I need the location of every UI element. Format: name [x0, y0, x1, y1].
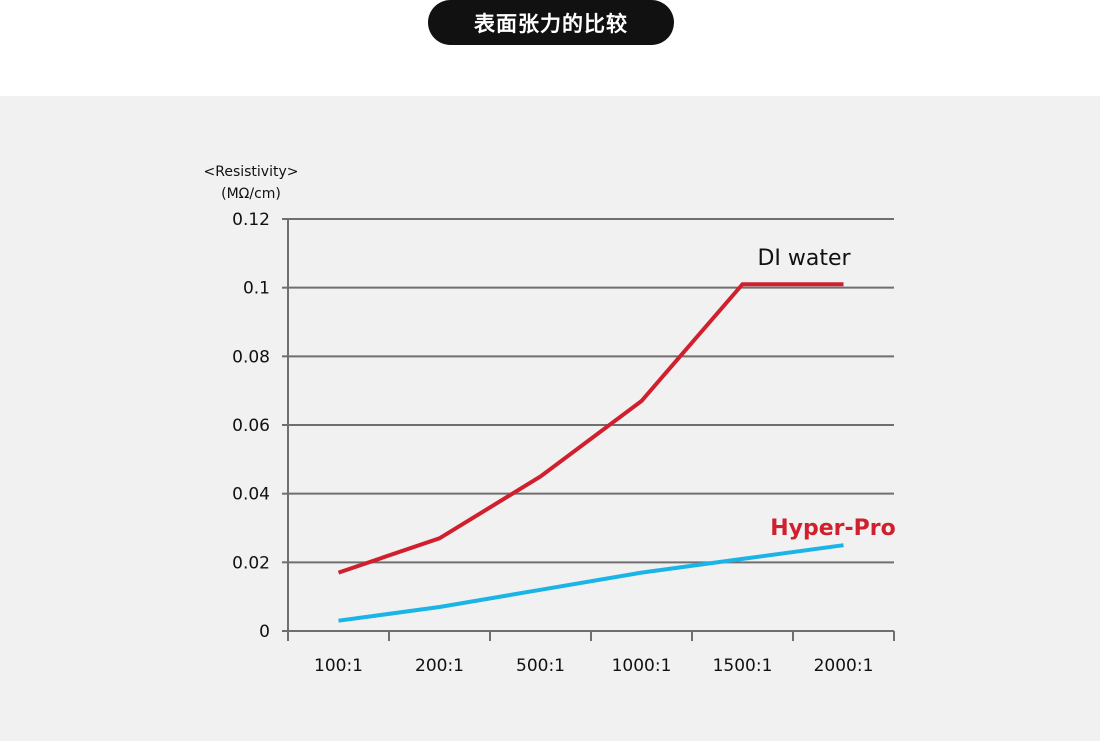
- x-tick-label: 500:1: [516, 656, 565, 676]
- x-tick-label: 100:1: [314, 656, 363, 676]
- series-line-di-water: [337, 282, 844, 575]
- chart-panel: [0, 96, 1100, 741]
- y-tick-labels: 0 0.02 0.04 0.06 0.08 0.1 0.12: [232, 210, 270, 642]
- y-tick-label: 0.06: [232, 416, 270, 436]
- y-tick-label: 0.02: [232, 553, 270, 573]
- y-axis-title-line1: <Resistivity>: [204, 164, 299, 180]
- series-label-hyper-pro: Hyper-Pro: [770, 516, 896, 541]
- x-tick-labels: 100:1 200:1 500:1 1000:1 1500:1 2000:1: [314, 656, 873, 676]
- axes: [282, 218, 895, 641]
- y-axis-title-line2: (MΩ/cm): [221, 186, 281, 202]
- series-lines: [337, 282, 844, 623]
- y-tick-label: 0.08: [232, 347, 270, 367]
- x-tick-label: 1000:1: [612, 656, 672, 676]
- grid-lines: [288, 218, 894, 564]
- y-tick-label: 0.1: [243, 279, 270, 299]
- y-tick-label: 0: [259, 622, 270, 642]
- y-tick-label: 0.04: [232, 485, 270, 505]
- x-tick-label: 2000:1: [814, 656, 874, 676]
- x-tick-label: 1500:1: [713, 656, 773, 676]
- title-badge: 表面张力的比较: [428, 0, 674, 45]
- page-title: 表面张力的比较: [474, 11, 628, 36]
- series-line-hyper-pro: [338, 543, 844, 623]
- x-tick-label: 200:1: [415, 656, 464, 676]
- series-label-di-water: DI water: [757, 246, 851, 271]
- y-tick-label: 0.12: [232, 210, 270, 230]
